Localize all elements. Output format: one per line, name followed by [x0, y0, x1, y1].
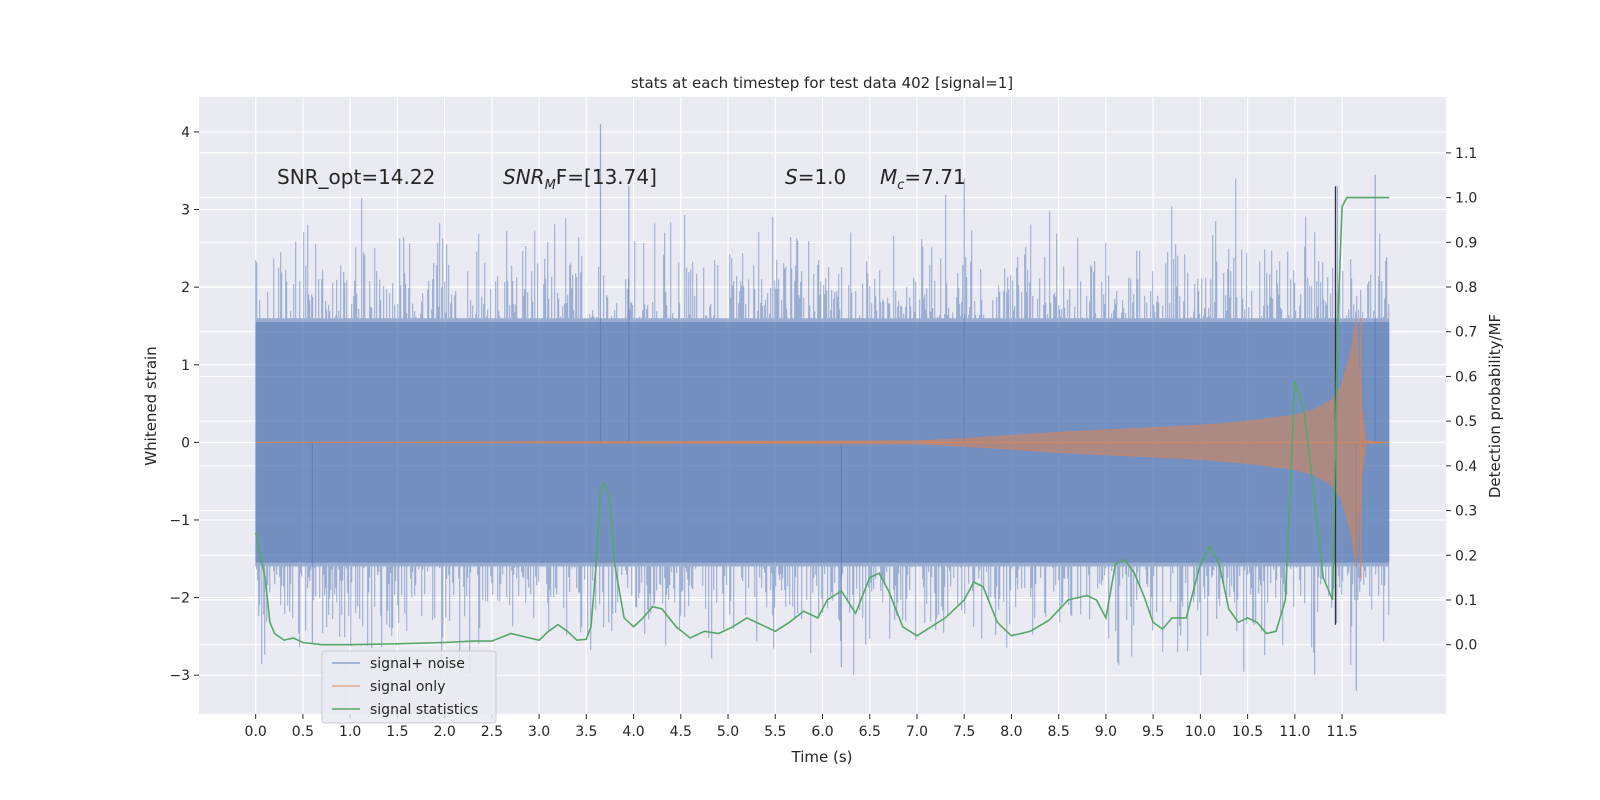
x-tick-label: 5.5: [764, 724, 786, 740]
y-tick-label: −3: [169, 668, 190, 684]
y-tick-label: 1: [181, 358, 190, 374]
x-tick-label: 0.0: [245, 724, 267, 740]
x-tick-label: 4.0: [622, 724, 644, 740]
x-tick-label: 4.5: [670, 724, 692, 740]
y-tick-label: 0: [181, 435, 190, 451]
y2-axis-ticks: 0.0 0.1 0.2 0.3 0.4 0.5 0.6 0.7 0.8 0.9 1.0 1.1: [1446, 146, 1477, 654]
x-tick-label: 8.5: [1048, 724, 1070, 740]
x-axis-ticks: 0.0 0.5 1.0 1.5 2.0 2.5 3.0 3.5 4.0 4.5 5.0 5.5 6.0 6…: [245, 714, 1358, 740]
y2-tick-label: 0.1: [1455, 593, 1477, 609]
y2-tick-label: 0.2: [1455, 548, 1477, 564]
y2-tick-label: 0.0: [1455, 638, 1477, 654]
annotation-snr-mf: SNRMF=[13.74]: [503, 165, 657, 193]
signal-only-series: [255, 318, 1390, 579]
y2-tick-label: 0.7: [1455, 325, 1477, 341]
x-tick-label: 8.0: [1000, 724, 1022, 740]
y-axis-ticks: −3 −2 −1 0 1 2 3 4: [169, 125, 199, 684]
x-tick-label: 6.5: [859, 724, 881, 740]
annotation-snr-opt: SNR_opt=14.22: [277, 165, 435, 189]
legend-box: [321, 650, 497, 724]
signal-statistics-line: [254, 196, 1390, 646]
y-tick-label: −2: [169, 591, 190, 607]
x-tick-label: 6.0: [811, 724, 833, 740]
x-tick-label: 9.5: [1142, 724, 1164, 740]
signal-statistics-series: [254, 196, 1390, 646]
y2-tick-label: 0.3: [1455, 504, 1477, 520]
x-tick-label: 3.0: [528, 724, 550, 740]
legend: signal+ noise signal only signal statist…: [321, 650, 497, 724]
x-tick-label: 0.5: [292, 724, 314, 740]
x-tick-label: 10.0: [1185, 724, 1216, 740]
x-tick-label: 11.5: [1326, 724, 1357, 740]
legend-label-signal-statistics: signal statistics: [370, 702, 478, 718]
x-tick-label: 5.0: [717, 724, 739, 740]
x-tick-label: 9.0: [1095, 724, 1117, 740]
y-tick-label: 2: [181, 280, 190, 296]
x-tick-label: 7.0: [906, 724, 928, 740]
y2-tick-label: 0.6: [1455, 369, 1477, 385]
y2-tick-label: 0.9: [1455, 235, 1477, 251]
y2-tick-label: 1.0: [1455, 191, 1477, 207]
y2-tick-label: 0.8: [1455, 280, 1477, 296]
x-tick-label: 2.0: [433, 724, 455, 740]
legend-label-signal-only: signal only: [370, 679, 445, 695]
y-axis-label: Whitened strain: [142, 346, 160, 465]
legend-label-signal-noise: signal+ noise: [370, 656, 465, 672]
y-tick-label: −1: [169, 513, 190, 529]
x-tick-label: 3.5: [575, 724, 597, 740]
x-tick-label: 2.5: [481, 724, 503, 740]
y-tick-label: 3: [181, 203, 190, 219]
y2-tick-label: 0.4: [1455, 459, 1477, 475]
x-tick-label: 7.5: [953, 724, 975, 740]
chart-title: stats at each timestep for test data 402…: [631, 74, 1013, 92]
x-tick-label: 1.5: [386, 724, 408, 740]
x-axis-label: Time (s): [791, 748, 853, 766]
annotation-mc: Mc=7.71: [880, 165, 966, 193]
annotation-s: S=1.0: [785, 165, 846, 189]
y2-tick-label: 1.1: [1455, 146, 1477, 162]
x-tick-label: 11.0: [1279, 724, 1310, 740]
x-tick-label: 10.5: [1232, 724, 1263, 740]
y2-axis-label: Detection probability/MF: [1486, 314, 1504, 498]
y2-tick-label: 0.5: [1455, 414, 1477, 430]
x-tick-label: 1.0: [339, 724, 361, 740]
y-tick-label: 4: [181, 125, 190, 141]
